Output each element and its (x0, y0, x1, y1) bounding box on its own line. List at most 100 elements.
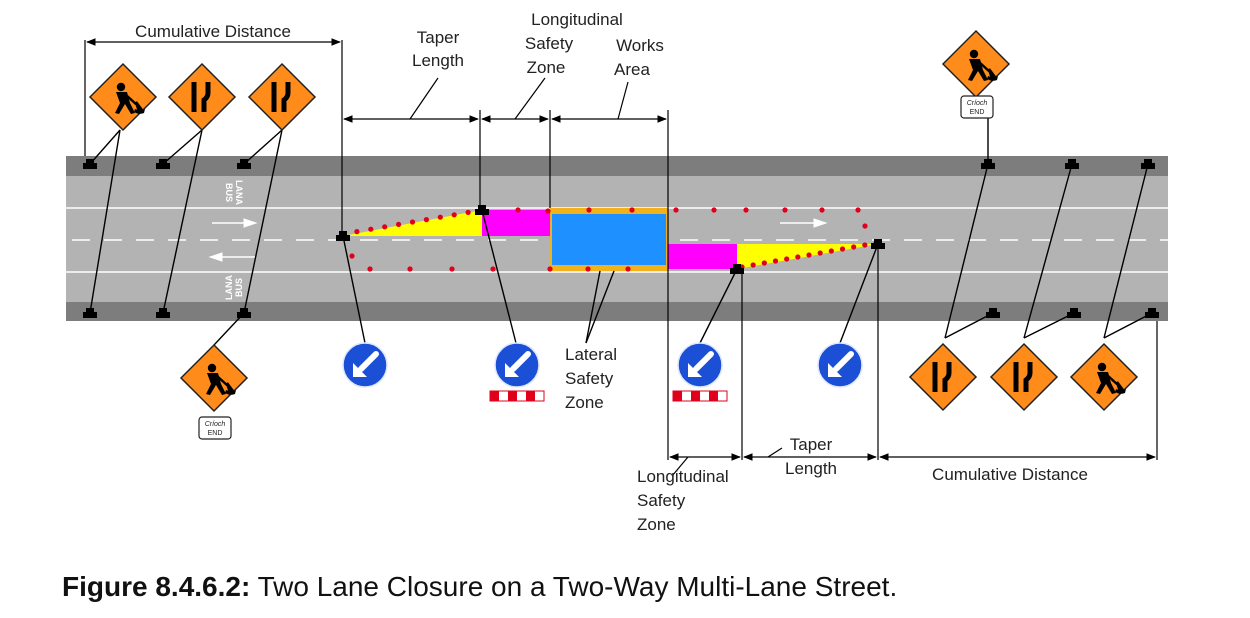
lower-longitudinal-safety-zone (668, 244, 737, 269)
traffic-arrows (208, 218, 828, 262)
bus-lane-text-lower-1: LANA (224, 275, 234, 300)
keep-left-sign (495, 343, 539, 387)
road-narrows-icon (169, 64, 235, 130)
works-area-line-1: Works (616, 36, 664, 55)
longitudinal-bottom-line-3: Zone (637, 515, 676, 534)
works-area-line-2: Area (614, 60, 650, 79)
longitudinal-top-line-3: Zone (527, 58, 566, 77)
works-area-label: Works Area (614, 36, 664, 79)
cone (515, 207, 521, 213)
upper-longitudinal-safety-zone (482, 210, 550, 236)
keep-left-sign (818, 343, 862, 387)
roadworks-sign (88, 62, 158, 132)
longitudinal-safety-zone-bottom-label: Longitudinal Safety Zone (637, 467, 729, 534)
road-narrows-icon (249, 64, 315, 130)
leader-lines (89, 101, 1153, 346)
longitudinal-top-line-1: Longitudinal (531, 10, 623, 29)
bus-lane-text-upper-1: LANA (234, 180, 244, 205)
cone (784, 256, 790, 262)
cone (711, 207, 717, 213)
cone (782, 207, 788, 213)
arrow-right-icon (780, 218, 828, 228)
roadworks-sign (941, 29, 1011, 99)
cone (839, 246, 846, 252)
arrow-right-icon (212, 218, 258, 228)
road-narrows-sign (910, 344, 976, 410)
figure-number: Figure 8.4.6.2: (62, 571, 251, 602)
longitudinal-bottom-line-1: Longitudinal (637, 467, 729, 486)
longitudinal-safety-zone-top-label: Longitudinal Safety Zone (525, 10, 623, 77)
cone (368, 226, 374, 232)
keep-left-icon (343, 343, 387, 387)
cone (795, 254, 801, 260)
lateral-line-3: Zone (565, 393, 604, 412)
roadworks-icon (1069, 342, 1139, 412)
cone (423, 217, 429, 223)
end-plate-text-1: Críoch (205, 421, 226, 428)
dimension-lines (84, 38, 1158, 477)
cone (673, 207, 679, 213)
cone (855, 207, 861, 213)
cone (465, 209, 471, 215)
barrier-plate (672, 390, 728, 402)
cone (819, 207, 825, 213)
keep-left-icon (818, 343, 862, 387)
lateral-safety-zone-label: Lateral Safety Zone (565, 345, 617, 412)
end-plate-text-1: Críoch (967, 100, 988, 107)
works-area-block (552, 214, 666, 265)
end-plate: Críoch END (198, 416, 232, 440)
keep-left-sign (678, 343, 722, 387)
cone (828, 248, 834, 254)
cone (585, 266, 591, 272)
roadworks-sign (179, 343, 249, 413)
cumulative-distance-right-label: Cumulative Distance (932, 465, 1088, 484)
cone (772, 258, 779, 264)
roadworks-icon (88, 62, 158, 132)
longitudinal-top-line-2: Safety (525, 34, 574, 53)
cone (490, 266, 496, 272)
cone (349, 253, 355, 259)
works-zones (343, 208, 878, 271)
lateral-line-2: Safety (565, 369, 614, 388)
taper-length-top-line-2: Length (412, 51, 464, 70)
barrier-icon (489, 390, 545, 402)
end-plate: Críoch END (960, 95, 994, 119)
figure-caption: Figure 8.4.6.2: Two Lane Closure on a Tw… (62, 571, 897, 603)
cone (743, 207, 749, 213)
keep-left-icon (495, 343, 539, 387)
cone (750, 262, 756, 268)
cone (806, 252, 812, 258)
taper-length-bottom-line-2: Length (785, 459, 837, 478)
longitudinal-bottom-line-2: Safety (637, 491, 686, 510)
bus-lane-text-lower-2: BUS (234, 278, 244, 297)
bus-lane-marking-upper: LANA BUS (224, 180, 244, 205)
cone (409, 219, 416, 225)
cone (625, 266, 631, 272)
cone (354, 229, 360, 235)
bus-lane-marking-lower: LANA BUS (224, 275, 244, 300)
cone (547, 266, 553, 272)
taper-length-bottom-label: Taper Length (785, 435, 837, 478)
cone (449, 266, 455, 272)
keep-left-sign (343, 343, 387, 387)
cumulative-distance-left-label: Cumulative Distance (135, 22, 291, 41)
road-narrows-sign (249, 64, 315, 130)
cone (382, 224, 388, 230)
cone (761, 260, 767, 266)
road-narrows-sign (169, 64, 235, 130)
road-narrows-icon (991, 344, 1057, 410)
end-plate-text-2: END (208, 430, 223, 437)
cone (437, 214, 443, 220)
cone (407, 266, 413, 272)
cone (817, 250, 823, 256)
cone (862, 242, 868, 248)
roadworks-sign (1069, 342, 1139, 412)
arrow-left-icon (208, 252, 256, 262)
end-plate-text-2: END (970, 109, 985, 116)
bus-lane-text-upper-2: BUS (224, 183, 234, 202)
barrier-plate (489, 390, 545, 402)
cone (629, 207, 635, 213)
cone (862, 223, 868, 229)
cone (851, 244, 857, 250)
traffic-management-diagram: LANA BUS LANA BUS (66, 10, 1168, 534)
